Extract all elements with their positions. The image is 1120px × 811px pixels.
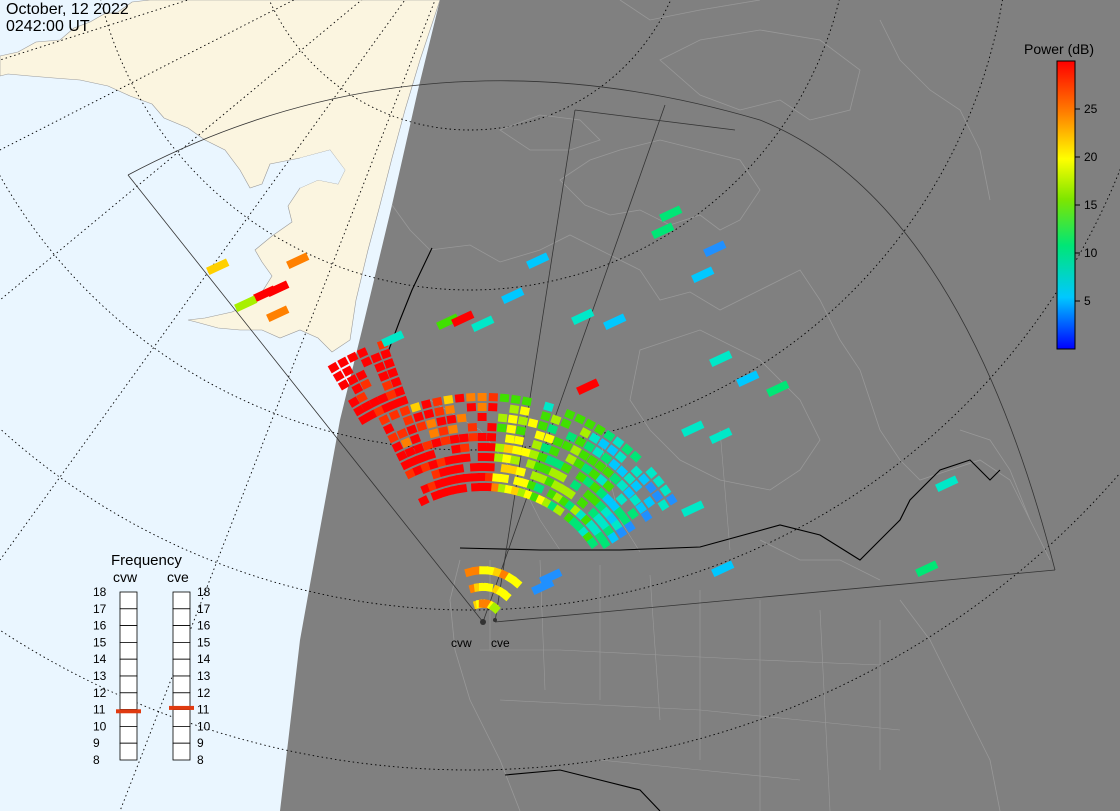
freq-tick-label: 14 <box>93 652 107 666</box>
colorbar-title: Power (dB) <box>1024 41 1094 57</box>
freq-tick-label: 16 <box>93 619 107 633</box>
radar-label-cvw: cvw <box>451 636 472 650</box>
colorbar-tick-label: 5 <box>1084 294 1091 308</box>
freq-tick-label: 15 <box>93 635 107 649</box>
freq-column-label-cvw: cvw <box>113 569 138 585</box>
freq-tick-label: 14 <box>197 652 211 666</box>
power-colorbar: Power (dB) 25 20 15 10 5 <box>1024 41 1098 350</box>
colorbar-tick-label: 25 <box>1084 102 1098 116</box>
timestamp-time: 0242:00 UT <box>6 18 90 35</box>
selected-frequency-marker-cvw <box>116 709 141 714</box>
freq-tick-label: 13 <box>93 669 107 683</box>
timestamp-date: October, 12 2022 <box>6 1 129 18</box>
radar-site-cve <box>493 618 497 622</box>
freq-tick-label: 12 <box>197 686 211 700</box>
freq-tick-label: 16 <box>197 619 211 633</box>
freq-tick-label: 11 <box>197 703 210 717</box>
freq-tick-label: 8 <box>197 753 204 767</box>
freq-tick-label: 17 <box>93 602 107 616</box>
freq-tick-label: 10 <box>93 719 107 733</box>
freq-tick-label: 13 <box>197 669 211 683</box>
selected-frequency-marker-cve <box>169 705 194 710</box>
frequency-title: Frequency <box>111 552 182 569</box>
freq-tick-label: 8 <box>93 753 100 767</box>
radar-fields-of-view <box>127 80 1056 623</box>
colorbar-tick-label: 15 <box>1084 198 1098 212</box>
freq-tick-label: 17 <box>197 602 211 616</box>
colorbar-tick-label: 10 <box>1084 246 1098 260</box>
freq-tick-label: 12 <box>93 686 107 700</box>
backscatter-cells <box>206 205 959 614</box>
radar-site-cvw <box>480 619 486 625</box>
freq-tick-label: 9 <box>197 736 204 750</box>
freq-tick-label: 18 <box>93 585 107 599</box>
colorbar-tick-label: 20 <box>1084 150 1098 164</box>
freq-tick-label: 9 <box>93 736 100 750</box>
freq-tick-label: 18 <box>197 585 211 599</box>
freq-tick-label: 15 <box>197 635 211 649</box>
freq-tick-label: 11 <box>93 703 106 717</box>
coastlines <box>391 0 1051 811</box>
radar-label-cve: cve <box>491 636 510 650</box>
frequency-panel: Frequency cvw cve 18 17 16 15 14 13 12 11 10 9 8 18… <box>93 552 211 767</box>
radar-sites <box>480 618 497 625</box>
freq-tick-label: 10 <box>197 719 211 733</box>
freq-column-label-cve: cve <box>167 569 189 585</box>
